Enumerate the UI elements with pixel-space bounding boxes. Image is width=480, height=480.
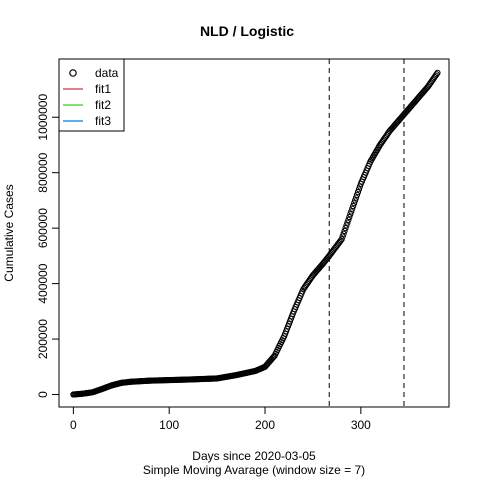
data-point [434, 69, 441, 76]
legend: data fit1 fit2 fit3 [58, 58, 125, 132]
data-point [340, 230, 347, 237]
data-point [355, 186, 363, 193]
y-axis: 0 200000 400000 600000 800000 1000000 [36, 94, 60, 398]
x-tick-label: 300 [351, 418, 371, 432]
data-point [344, 219, 351, 226]
data-point [350, 202, 357, 210]
legend-box [58, 58, 125, 132]
chart-title: NLD / Logistic [200, 23, 294, 39]
legend-symbol-data [69, 69, 77, 77]
legend-label-data: data [95, 66, 119, 80]
data-point [353, 191, 361, 198]
y-tick-label: 200000 [36, 319, 50, 359]
x-axis: 0 100 200 300 [70, 406, 371, 432]
data-point [351, 200, 358, 207]
y-axis-label: Cumulative Cases [2, 184, 16, 281]
y-tick-label: 1000000 [36, 94, 50, 141]
y-tick-label: 800000 [36, 152, 50, 192]
y-tick-label: 0 [36, 391, 50, 398]
x-tick-label: 200 [255, 418, 275, 432]
data-point [339, 233, 346, 240]
x-axis-label: Days since 2020-03-05 [192, 449, 316, 463]
y-tick-label: 400000 [36, 263, 50, 303]
data-point [433, 71, 440, 78]
data-point [345, 216, 352, 223]
y-tick-label: 600000 [36, 208, 50, 248]
data-point [270, 353, 277, 360]
data-point [338, 236, 345, 243]
x-axis-sublabel: Simple Moving Avarage (window size = 7) [143, 463, 365, 477]
data-point [343, 222, 350, 229]
x-tick-label: 0 [70, 418, 77, 432]
data-points [70, 69, 441, 398]
data-point [347, 211, 354, 218]
legend-label-fit1: fit1 [95, 82, 111, 96]
data-point [342, 225, 349, 232]
data-point [349, 205, 356, 212]
legend-label-fit3: fit3 [95, 114, 111, 128]
x-tick-label: 100 [159, 418, 179, 432]
data-point [341, 227, 348, 235]
reference-lines [328, 59, 405, 407]
data-point [346, 213, 353, 221]
data-point [352, 194, 360, 201]
data-point [351, 197, 359, 204]
data-point [354, 188, 362, 196]
legend-label-fit2: fit2 [95, 98, 111, 112]
data-point [348, 208, 355, 215]
